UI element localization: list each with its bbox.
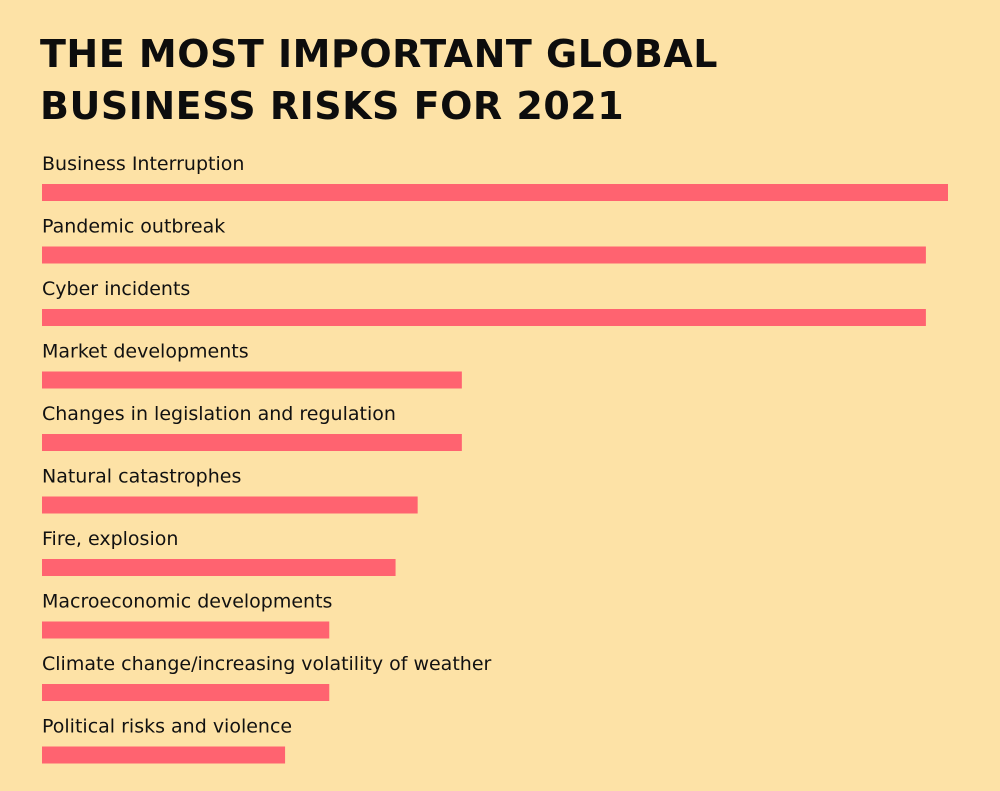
category-label: Cyber incidents: [42, 278, 190, 300]
category-label: Climate change/increasing volatility of …: [42, 653, 492, 675]
category-label: Fire, explosion: [42, 528, 178, 550]
bar: [42, 434, 462, 451]
bar: [42, 621, 330, 639]
chart-title-line-2: BUSINESS RISKS FOR 2021: [40, 84, 625, 128]
bar: [42, 496, 418, 514]
chart-title-line-1: THE MOST IMPORTANT GLOBAL: [40, 32, 718, 76]
bar: [42, 559, 396, 576]
category-label: Changes in legislation and regulation: [42, 403, 396, 425]
bar: [42, 246, 926, 264]
bar: [42, 184, 948, 201]
category-label: Macroeconomic developments: [42, 591, 332, 613]
bar: [42, 309, 926, 326]
bar: [42, 371, 462, 389]
category-label: Political risks and violence: [42, 716, 292, 738]
category-label: Pandemic outbreak: [42, 216, 225, 238]
chart-title: THE MOST IMPORTANT GLOBAL BUSINESS RISKS…: [40, 28, 800, 132]
category-label: Business Interruption: [42, 153, 244, 175]
bar: [42, 746, 286, 764]
bar: [42, 684, 330, 701]
category-label: Natural catastrophes: [42, 466, 241, 488]
category-label: Market developments: [42, 341, 249, 363]
